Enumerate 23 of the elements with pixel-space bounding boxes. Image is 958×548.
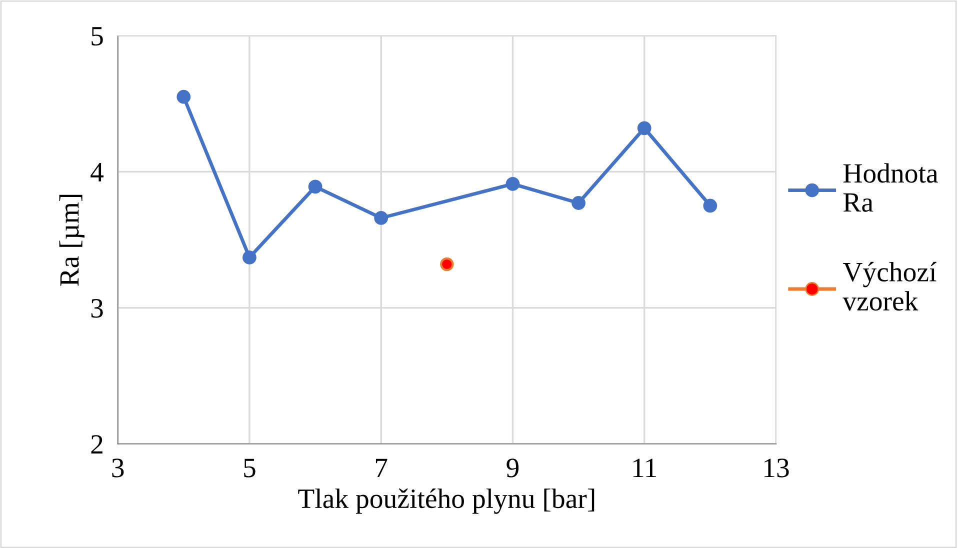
x-tick-label: 11 [633,458,656,478]
y-axis-title: Ra [µm] [59,194,84,286]
point [374,211,388,225]
x-tick-label: 5 [244,458,256,478]
point [242,250,256,264]
point [176,90,191,104]
y-tick-label: 5 [92,27,103,46]
point [308,180,322,194]
y-tick-label: 4 [90,163,104,182]
point [637,121,652,136]
x-tick-label: 13 [764,458,789,478]
y-tick-label: 2 [91,435,102,454]
point [440,257,454,272]
legend-label: Hodnota Ra [843,163,938,212]
x-tick-label: 9 [506,458,519,478]
x-axis-title: Tlak použitého plynu [bar] [298,488,594,514]
point [703,198,718,213]
y-tick-label: 3 [91,299,103,318]
point [572,196,586,210]
x-tick-label: 7 [376,458,388,478]
legend-label: Výchozí vzorek [842,262,936,311]
point [506,177,520,191]
x-tick-label: 3 [112,458,124,478]
